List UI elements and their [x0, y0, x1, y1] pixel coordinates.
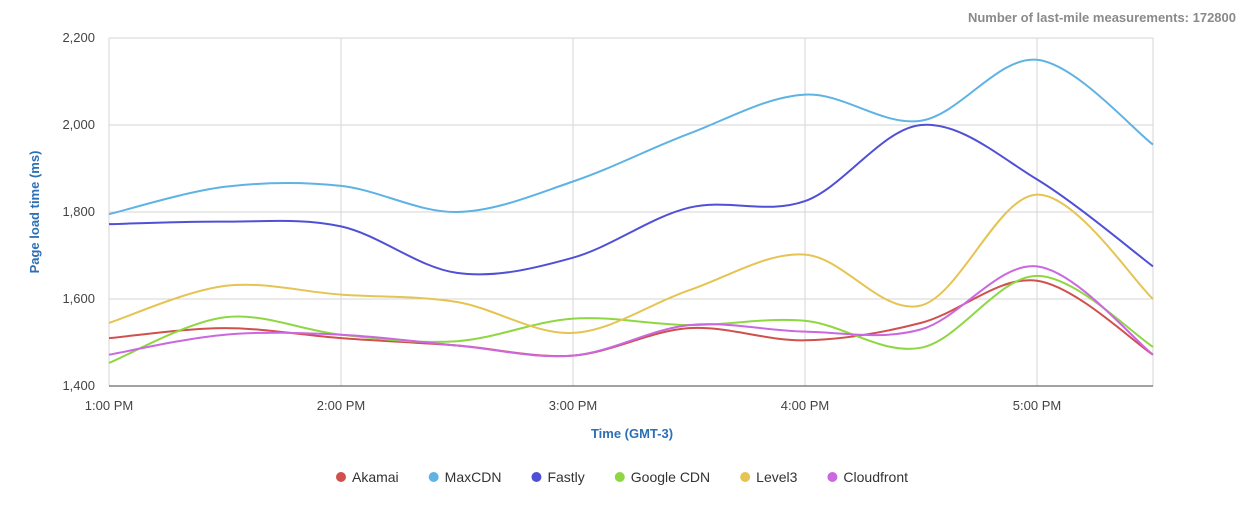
legend-label: Cloudfront: [843, 469, 908, 485]
y-tick-label: 1,800: [62, 204, 95, 219]
series-line-cloudfront: [108, 265, 1154, 358]
y-tick-label: 2,000: [62, 117, 95, 132]
series-line-fastly: [108, 123, 1154, 276]
y-tick-label: 1,400: [62, 378, 95, 393]
legend-label: Akamai: [352, 469, 399, 485]
legend-item-cloudfront[interactable]: Cloudfront: [827, 469, 908, 485]
legend-swatch: [827, 472, 838, 482]
legend-label: Fastly: [547, 469, 584, 485]
series-line-maxcdn: [108, 58, 1154, 216]
y-axis-title: Page load time (ms): [27, 151, 42, 274]
legend-item-level3[interactable]: Level3: [740, 469, 798, 485]
series-line-level3: [108, 193, 1154, 334]
y-tick-label: 1,600: [62, 291, 95, 306]
x-tick-label: 1:00 PM: [85, 398, 133, 413]
legend-swatch: [614, 472, 625, 482]
x-tick-label: 2:00 PM: [317, 398, 365, 413]
x-axis-ticks: 1:00 PM 2:00 PM 3:00 PM 4:00 PM 5:00 PM: [85, 398, 1061, 413]
y-tick-label: 2,200: [62, 30, 95, 45]
series-line-akamai: [108, 279, 1154, 358]
legend-item-akamai[interactable]: Akamai: [335, 469, 399, 485]
x-tick-label: 5:00 PM: [1013, 398, 1061, 413]
legend-item-fastly[interactable]: Fastly: [531, 469, 585, 485]
legend-swatch: [428, 472, 439, 482]
series-line-google-cdn: [108, 274, 1154, 364]
legend-item-google-cdn[interactable]: Google CDN: [614, 469, 710, 485]
y-axis-ticks: 1,400 1,600 1,800 2,000 2,200: [62, 30, 95, 393]
grid-layer: [108, 37, 1154, 387]
x-axis-title: Time (GMT-3): [591, 426, 673, 441]
legend-swatch: [531, 472, 542, 482]
legend-swatch: [335, 472, 346, 482]
x-tick-label: 4:00 PM: [781, 398, 829, 413]
legend-label: Level3: [756, 469, 797, 485]
chart-subtitle: Number of last-mile measurements: 172800: [968, 10, 1236, 25]
series-layer: [108, 58, 1154, 364]
legend-label: Google CDN: [631, 469, 710, 485]
legend-swatch: [740, 472, 751, 482]
x-tick-label: 3:00 PM: [549, 398, 597, 413]
legend: Akamai MaxCDN Fastly Google CDN Level3 Cloudf…: [335, 469, 908, 485]
legend-label: MaxCDN: [445, 469, 502, 485]
legend-item-maxcdn[interactable]: MaxCDN: [428, 469, 502, 485]
